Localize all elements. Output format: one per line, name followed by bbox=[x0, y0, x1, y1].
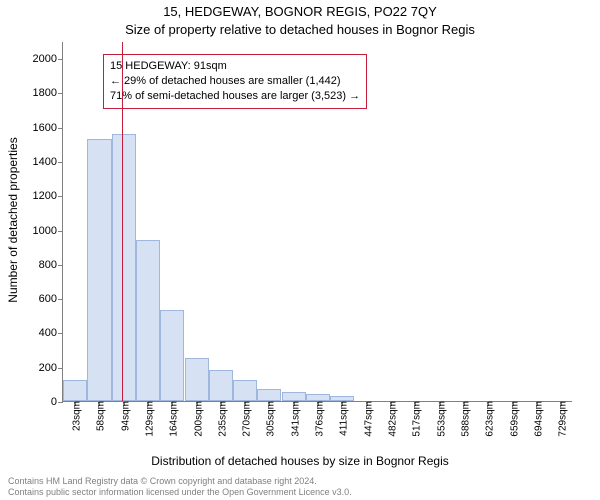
y-tick-mark bbox=[58, 162, 63, 163]
histogram-bar bbox=[87, 139, 111, 401]
annotation-box: 15 HEDGEWAY: 91sqm ← 29% of detached hou… bbox=[103, 54, 367, 109]
y-tick-mark bbox=[58, 59, 63, 60]
histogram-bar bbox=[136, 240, 160, 401]
histogram-bar bbox=[257, 389, 281, 401]
y-tick-mark bbox=[58, 231, 63, 232]
y-tick-mark bbox=[58, 299, 63, 300]
y-tick-mark bbox=[58, 128, 63, 129]
histogram-bar bbox=[185, 358, 209, 401]
x-tick-label: 235sqm bbox=[214, 401, 229, 437]
x-axis-label: Distribution of detached houses by size … bbox=[0, 454, 600, 468]
x-tick-label: 341sqm bbox=[286, 401, 301, 437]
plot-area: 020040060080010001200140016001800200023s… bbox=[62, 42, 572, 402]
x-tick-label: 200sqm bbox=[190, 401, 205, 437]
histogram-bar bbox=[112, 134, 136, 401]
y-tick-mark bbox=[58, 265, 63, 266]
x-tick-label: 411sqm bbox=[335, 401, 350, 436]
histogram-bar bbox=[63, 380, 87, 401]
x-tick-label: 23sqm bbox=[68, 401, 83, 431]
x-tick-label: 623sqm bbox=[480, 401, 495, 437]
x-tick-label: 482sqm bbox=[383, 401, 398, 437]
y-axis-label: Number of detached properties bbox=[6, 137, 20, 302]
x-tick-label: 58sqm bbox=[92, 401, 107, 431]
footer-line2: Contains public sector information licen… bbox=[8, 487, 352, 498]
x-tick-label: 659sqm bbox=[505, 401, 520, 437]
x-tick-label: 447sqm bbox=[359, 401, 374, 437]
histogram-bar bbox=[306, 394, 330, 401]
annotation-line3: 71% of semi-detached houses are larger (… bbox=[110, 89, 360, 104]
annotation-line2: ← 29% of detached houses are smaller (1,… bbox=[110, 74, 360, 89]
y-tick-mark bbox=[58, 93, 63, 94]
x-tick-label: 588sqm bbox=[456, 401, 471, 437]
x-tick-label: 553sqm bbox=[432, 401, 447, 437]
annotation-line1: 15 HEDGEWAY: 91sqm bbox=[110, 59, 360, 74]
x-tick-label: 270sqm bbox=[238, 401, 253, 437]
x-tick-label: 94sqm bbox=[117, 401, 132, 431]
chart-title-address: 15, HEDGEWAY, BOGNOR REGIS, PO22 7QY bbox=[0, 4, 600, 19]
y-tick-mark bbox=[58, 368, 63, 369]
property-size-chart: 15, HEDGEWAY, BOGNOR REGIS, PO22 7QY Siz… bbox=[0, 0, 600, 500]
y-tick-mark bbox=[58, 333, 63, 334]
histogram-bar bbox=[209, 370, 233, 401]
footer-line1: Contains HM Land Registry data © Crown c… bbox=[8, 476, 352, 487]
y-tick-mark bbox=[58, 196, 63, 197]
x-tick-label: 305sqm bbox=[262, 401, 277, 437]
x-tick-label: 164sqm bbox=[165, 401, 180, 437]
histogram-bar bbox=[282, 392, 306, 401]
histogram-bar bbox=[160, 310, 184, 401]
footer-attribution: Contains HM Land Registry data © Crown c… bbox=[8, 476, 352, 499]
chart-title-desc: Size of property relative to detached ho… bbox=[0, 22, 600, 37]
histogram-bar bbox=[233, 380, 257, 401]
x-tick-label: 517sqm bbox=[407, 401, 422, 437]
x-tick-label: 376sqm bbox=[311, 401, 326, 437]
x-tick-label: 694sqm bbox=[529, 401, 544, 437]
x-tick-label: 729sqm bbox=[553, 401, 568, 437]
y-tick-mark bbox=[58, 402, 63, 403]
x-tick-label: 129sqm bbox=[141, 401, 156, 437]
